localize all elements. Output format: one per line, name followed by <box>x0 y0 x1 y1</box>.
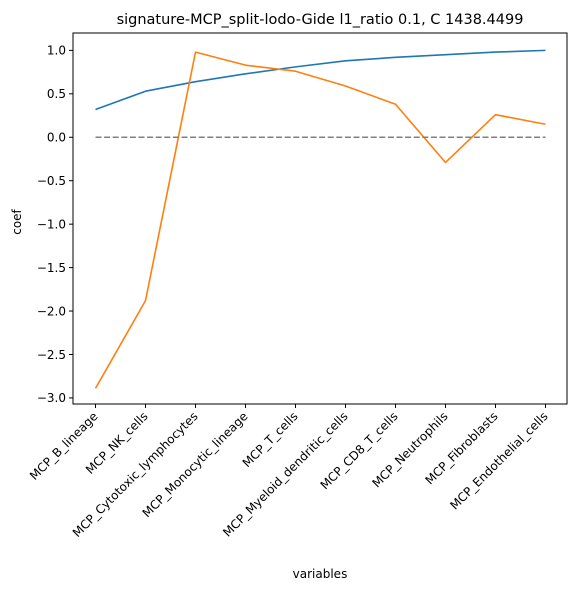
y-tick-label: −2.0 <box>37 304 66 318</box>
plot-frame <box>72 32 568 405</box>
x-axis: MCP_B_lineageMCP_NK_cellsMCP_Cytotoxic_l… <box>27 404 551 540</box>
y-tick-label: −1.0 <box>37 217 66 231</box>
series-line-blue <box>95 49 546 111</box>
y-tick-label: −0.5 <box>37 174 66 188</box>
series-line-orange <box>94 51 546 389</box>
chart-title: signature-MCP_split-lodo-Gide l1_ratio 0… <box>117 12 524 28</box>
y-axis: −3.0 −2.5 −2.0 −1.5 −1.0 −0.5 0.0 0.5 1.0 <box>37 44 73 405</box>
y-tick-label: 0.0 <box>47 131 66 145</box>
y-tick-label: 1.0 <box>47 44 66 58</box>
x-tick-label: MCP_Monocytic_lineage <box>140 409 251 520</box>
y-tick-label: −1.5 <box>37 261 66 275</box>
y-tick-label: −3.0 <box>37 391 66 405</box>
x-tick-label: MCP_Endothelial_cells <box>447 409 550 512</box>
plot-area <box>94 49 546 389</box>
y-tick-label: −2.5 <box>37 348 66 362</box>
y-tick-label: 0.5 <box>47 87 66 101</box>
y-axis-label: coef <box>10 208 24 234</box>
x-axis-label: variables <box>293 567 348 581</box>
